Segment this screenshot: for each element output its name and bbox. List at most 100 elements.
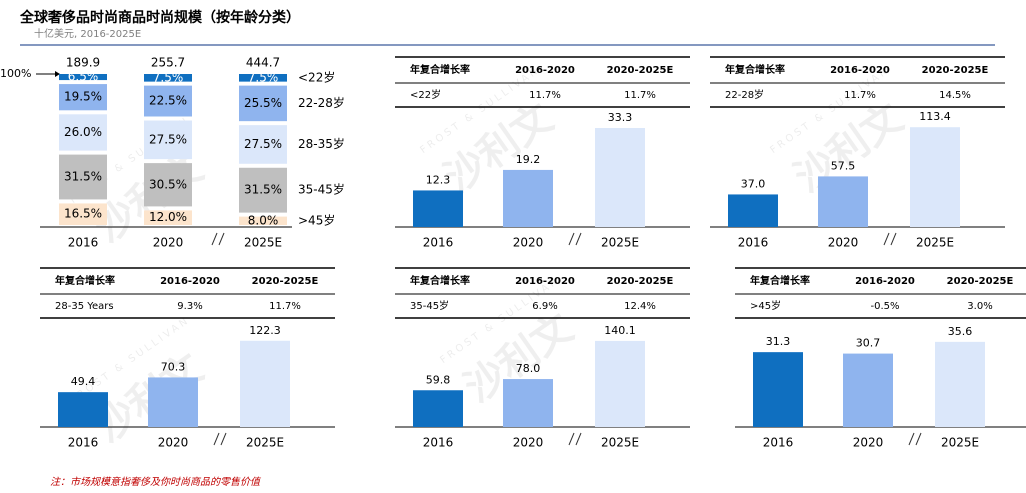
- segment-label: 26.0%: [64, 125, 102, 139]
- table-header: 2016-2020: [855, 276, 915, 287]
- x-tick-label: 2016: [423, 236, 454, 250]
- table-cell: 3.0%: [967, 301, 992, 312]
- axis-break: [915, 432, 922, 446]
- segment-label: 22.5%: [149, 94, 187, 108]
- segment: [144, 163, 192, 207]
- table-header: 年复合增长率: [55, 274, 115, 287]
- value-label: 19.2: [516, 153, 541, 166]
- axis-break: [211, 232, 218, 246]
- subtitle: 十亿美元, 2016-2025E: [34, 27, 141, 40]
- legend-label: 35-45岁: [298, 182, 345, 197]
- x-tick-label: 2025E: [246, 436, 284, 450]
- value-label: 113.4: [919, 110, 951, 123]
- bar: [753, 352, 803, 427]
- value-label: 37.0: [741, 177, 766, 190]
- axis-break: [568, 232, 575, 246]
- table-header: 2016-2020: [160, 276, 220, 287]
- table-header: 2016-2020: [515, 65, 575, 76]
- table-header: 2020-2025E: [922, 65, 989, 76]
- table-header: 2016-2020: [515, 276, 575, 287]
- bar: [503, 379, 553, 427]
- table-header: 2020-2025E: [252, 276, 319, 287]
- segment: [239, 216, 287, 225]
- legend-label: 28-35岁: [298, 136, 345, 151]
- bar: [503, 169, 553, 227]
- value-label: 30.7: [856, 337, 881, 350]
- segment-label: 31.5%: [64, 170, 102, 184]
- axis-break: [890, 232, 897, 246]
- table-header: 年复合增长率: [725, 63, 785, 76]
- table-cell: 6.9%: [532, 301, 557, 312]
- segment: [144, 120, 192, 160]
- table-header: 2020-2025E: [607, 65, 674, 76]
- x-tick-label: 2020: [828, 236, 859, 250]
- table-cell: >45岁: [750, 299, 781, 312]
- segment: [59, 84, 107, 111]
- value-label: 57.5: [831, 159, 856, 172]
- y-tick-label: 100%: [0, 67, 31, 80]
- value-label: 78.0: [516, 362, 541, 375]
- table-header: 2016-2020: [830, 65, 890, 76]
- segment: [239, 167, 287, 213]
- x-tick-label: 2025E: [601, 236, 639, 250]
- bar: [413, 390, 463, 427]
- x-tick-label: 2025E: [601, 436, 639, 450]
- table-cell: 28-35 Years: [55, 301, 114, 312]
- segment-label: 30.5%: [149, 177, 187, 191]
- value-label: 12.3: [426, 173, 451, 186]
- x-tick-label: 2020: [153, 236, 184, 250]
- segment-label: 27.5%: [149, 132, 187, 146]
- table-cell: 11.7%: [269, 301, 301, 312]
- segment-label: 7.5%: [248, 70, 279, 84]
- axis-break: [220, 432, 227, 446]
- segment: [59, 203, 107, 225]
- bar: [58, 392, 108, 427]
- value-label: 122.3: [249, 324, 281, 337]
- x-tick-label: 2016: [738, 236, 769, 250]
- x-tick-label: 2016: [423, 436, 454, 450]
- bar: [413, 190, 463, 227]
- x-tick-label: 2016: [68, 436, 99, 450]
- value-label: 59.8: [426, 373, 451, 386]
- total-label: 189.9: [66, 56, 100, 70]
- legend-label: 22-28岁: [298, 95, 345, 110]
- axis-break: [575, 432, 582, 446]
- axis-break: [218, 232, 225, 246]
- x-tick-label: 2025E: [941, 436, 979, 450]
- segment: [144, 210, 192, 225]
- table-cell: 11.7%: [624, 90, 656, 101]
- total-label: 255.7: [151, 56, 185, 70]
- segment-label: 8.0%: [248, 213, 279, 227]
- segment: [239, 74, 287, 82]
- bar: [240, 340, 290, 427]
- segment-label: 19.5%: [64, 90, 102, 104]
- segment: [239, 85, 287, 122]
- segment-label: 6.5%: [68, 70, 99, 84]
- footnote: 注：市场规模意指奢侈及你时尚商品的零售价值: [50, 476, 262, 488]
- segment: [59, 114, 107, 151]
- segment: [144, 74, 192, 82]
- arrow-head: [55, 71, 60, 77]
- bar: [148, 377, 198, 427]
- value-label: 31.3: [766, 335, 791, 348]
- segment-label: 16.5%: [64, 207, 102, 221]
- axis-break: [575, 232, 582, 246]
- segment: [239, 125, 287, 164]
- legend-label: >45岁: [298, 212, 335, 227]
- bar: [728, 194, 778, 227]
- axis-break: [213, 432, 220, 446]
- value-label: 35.6: [948, 325, 973, 338]
- x-tick-label: 2016: [68, 236, 99, 250]
- bar: [843, 353, 893, 427]
- segment-label: 7.5%: [153, 70, 184, 84]
- bar: [818, 176, 868, 227]
- table-cell: 12.4%: [624, 301, 656, 312]
- table-cell: 11.7%: [529, 90, 561, 101]
- x-tick-label: 2020: [158, 436, 189, 450]
- table-cell: 14.5%: [939, 90, 971, 101]
- table-header: 年复合增长率: [410, 63, 470, 76]
- bar: [595, 128, 645, 227]
- total-label: 444.7: [246, 56, 280, 70]
- table-cell: 22-28岁: [725, 88, 764, 101]
